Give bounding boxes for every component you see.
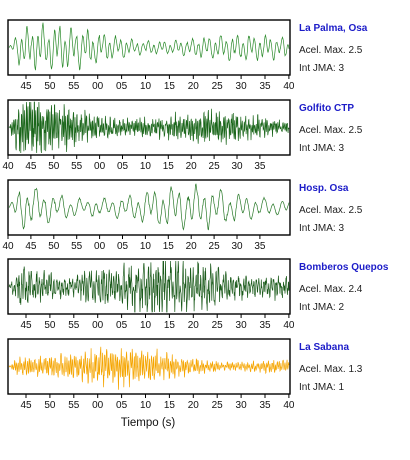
x-tick-label: 35	[259, 81, 271, 92]
x-tick-label: 50	[48, 241, 60, 252]
panel-frame	[7, 338, 291, 395]
panel-frame	[7, 258, 291, 315]
x-tick-label: 35	[259, 400, 271, 411]
max-acceleration: Acel. Max. 2.5	[299, 125, 363, 136]
max-acceleration: Acel. Max. 2.5	[299, 205, 363, 216]
x-tick-label: 15	[163, 161, 175, 172]
x-tick-label: 50	[48, 161, 60, 172]
station-name: Golfito CTP	[299, 103, 354, 114]
x-tick-label: 05	[117, 161, 129, 172]
x-tick-label: 55	[68, 81, 80, 92]
waveform-trace	[8, 101, 290, 154]
x-tick-label: 30	[231, 161, 243, 172]
station-name: La Sabana	[299, 342, 350, 353]
x-tick-label: 55	[68, 400, 80, 411]
x-tick-label: 00	[92, 400, 104, 411]
x-tick-label: 25	[209, 241, 221, 252]
x-tick-label: 30	[236, 400, 248, 411]
waveform-trace	[8, 183, 290, 231]
x-tick-label: 15	[164, 400, 176, 411]
x-tick-label: 40	[283, 400, 295, 411]
x-tick-label: 30	[236, 320, 248, 331]
x-tick-label: 55	[71, 241, 83, 252]
x-tick-label: 10	[140, 161, 152, 172]
x-tick-label: 40	[283, 320, 295, 331]
panel-4: 45 50 55 00 05 10 15 20 25 30 35 40	[7, 258, 295, 331]
x-tick-label: 15	[164, 81, 176, 92]
jma-intensity: Int JMA: 3	[299, 63, 345, 74]
waveform-trace	[8, 346, 290, 390]
x-tick-label: 05	[116, 320, 128, 331]
x-tick-label: 50	[44, 320, 56, 331]
x-tick-label: 25	[212, 400, 224, 411]
x-tick-label: 10	[140, 241, 152, 252]
x-tick-label: 40	[283, 81, 295, 92]
station-info: Hosp. Osa Acel. Max. 2.5 Int JMA: 3	[299, 183, 362, 235]
x-tick-label: 00	[92, 320, 104, 331]
x-tick-label: 25	[209, 161, 221, 172]
x-tick-label: 00	[94, 241, 106, 252]
jma-intensity: Int JMA: 3	[299, 223, 345, 234]
x-tick-label: 00	[92, 81, 104, 92]
x-tick-label: 10	[140, 81, 152, 92]
x-tick-label: 15	[163, 241, 175, 252]
station-name: Hosp. Osa	[299, 183, 349, 194]
x-tick-label: 20	[186, 241, 198, 252]
waveform-trace	[8, 22, 290, 71]
station-info: Golfito CTP Acel. Max. 2.5 Int JMA: 3	[299, 103, 362, 155]
x-tick-label: 20	[188, 320, 200, 331]
panel-2: 40 45 50 55 00 05 10 15 20 25 30 35	[2, 99, 291, 172]
x-tick-label: 55	[68, 320, 80, 331]
panel-5: 45 50 55 00 05 10 15 20 25 30 35 40	[7, 338, 295, 411]
panel-3: 40 45 50 55 00 05 10 15 20 25 30 35	[2, 179, 291, 252]
x-tick-label: 55	[71, 161, 83, 172]
panel-frame	[7, 19, 291, 76]
x-axis-title: Tiempo (s)	[121, 417, 176, 429]
jma-intensity: Int JMA: 3	[299, 143, 345, 154]
x-tick-label: 45	[25, 161, 37, 172]
waveform-trace	[8, 260, 290, 313]
x-tick-label: 30	[231, 241, 243, 252]
station-info: La Sabana Acel. Max. 1.3 Int JMA: 1	[299, 342, 362, 394]
x-tick-label: 35	[259, 320, 271, 331]
x-tick-label: 35	[254, 241, 266, 252]
x-tick-label: 05	[117, 241, 129, 252]
jma-intensity: Int JMA: 2	[299, 302, 345, 313]
max-acceleration: Acel. Max. 2.4	[299, 284, 363, 295]
x-tick-label: 20	[186, 161, 198, 172]
x-tick-label: 45	[20, 81, 32, 92]
x-tick-label: 50	[44, 81, 56, 92]
panel-1: 45 50 55 00 05 10 15 20 25 30 35 40	[7, 19, 295, 92]
x-tick-label: 20	[188, 400, 200, 411]
max-acceleration: Acel. Max. 2.5	[299, 45, 363, 56]
x-tick-label: 45	[25, 241, 37, 252]
x-tick-label: 05	[116, 81, 128, 92]
x-tick-label: 30	[236, 81, 248, 92]
x-tick-label: 40	[2, 161, 14, 172]
x-tick-label: 25	[212, 320, 224, 331]
x-tick-label: 00	[94, 161, 106, 172]
panel-frame	[7, 179, 291, 236]
x-tick-label: 45	[20, 320, 32, 331]
station-name: La Palma, Osa	[299, 23, 368, 34]
x-tick-label: 45	[20, 400, 32, 411]
x-tick-label: 20	[188, 81, 200, 92]
x-tick-label: 25	[212, 81, 224, 92]
x-tick-label: 15	[164, 320, 176, 331]
x-tick-label: 05	[116, 400, 128, 411]
station-info: La Palma, Osa Acel. Max. 2.5 Int JMA: 3	[299, 23, 367, 75]
x-tick-label: 10	[140, 320, 152, 331]
x-tick-label: 10	[140, 400, 152, 411]
panel-frame	[7, 99, 291, 156]
x-tick-label: 50	[44, 400, 56, 411]
station-info: Bomberos Quepos Acel. Max. 2.4 Int JMA: 2	[299, 262, 388, 314]
x-tick-label: 35	[254, 161, 266, 172]
max-acceleration: Acel. Max. 1.3	[299, 364, 363, 375]
station-name: Bomberos Quepos	[299, 262, 389, 273]
x-tick-label: 40	[2, 241, 14, 252]
jma-intensity: Int JMA: 1	[299, 382, 345, 393]
